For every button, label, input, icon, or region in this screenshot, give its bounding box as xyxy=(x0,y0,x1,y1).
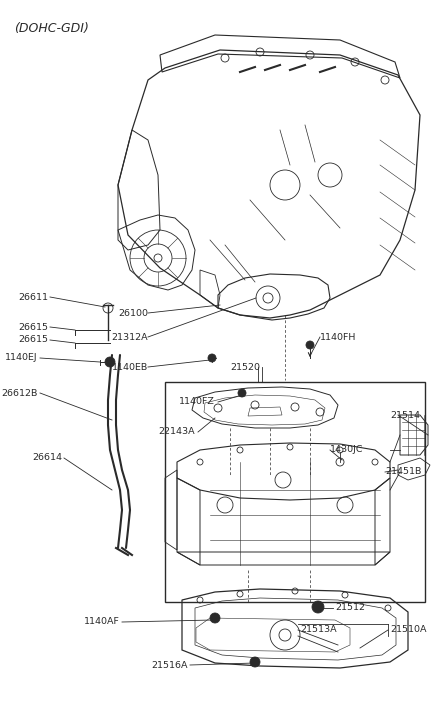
Text: 21510A: 21510A xyxy=(390,625,426,635)
Text: 1140FH: 1140FH xyxy=(320,332,356,342)
Text: 26611: 26611 xyxy=(18,292,48,302)
Bar xyxy=(165,382,425,602)
Text: 21312A: 21312A xyxy=(112,332,148,342)
Text: 26100: 26100 xyxy=(118,308,148,318)
Text: 26612B: 26612B xyxy=(2,388,38,398)
Circle shape xyxy=(250,657,260,667)
Text: 21451B: 21451B xyxy=(385,467,421,476)
Circle shape xyxy=(210,613,220,623)
Text: 1140FZ: 1140FZ xyxy=(179,398,215,406)
Text: 21516A: 21516A xyxy=(152,661,188,670)
Circle shape xyxy=(208,354,216,362)
Text: 26615: 26615 xyxy=(18,335,48,345)
Circle shape xyxy=(306,341,314,349)
Text: 21514: 21514 xyxy=(390,411,420,419)
Circle shape xyxy=(312,601,324,613)
Text: (DOHC-GDI): (DOHC-GDI) xyxy=(14,22,89,35)
Text: 1140EJ: 1140EJ xyxy=(5,353,38,363)
Circle shape xyxy=(238,389,246,397)
Text: 1140EB: 1140EB xyxy=(112,363,148,371)
Text: 26614: 26614 xyxy=(32,454,62,462)
Circle shape xyxy=(105,357,115,367)
Text: 21513A: 21513A xyxy=(300,625,337,635)
Text: 21520: 21520 xyxy=(230,363,260,371)
Text: 22143A: 22143A xyxy=(158,427,195,436)
Text: 21512: 21512 xyxy=(335,603,365,613)
Text: 1140AF: 1140AF xyxy=(84,617,120,627)
Text: 26615: 26615 xyxy=(18,323,48,332)
Text: 1430JC: 1430JC xyxy=(330,446,363,454)
